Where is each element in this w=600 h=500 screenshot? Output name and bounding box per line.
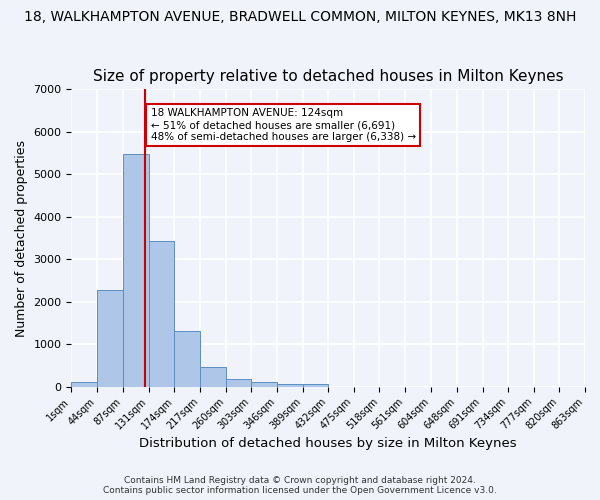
Bar — [226, 378, 251, 386]
Bar — [200, 367, 226, 386]
X-axis label: Distribution of detached houses by size in Milton Keynes: Distribution of detached houses by size … — [139, 437, 517, 450]
Bar — [97, 290, 122, 386]
Bar — [149, 240, 175, 386]
Bar — [71, 382, 97, 386]
Bar — [122, 154, 149, 386]
Bar — [302, 384, 328, 386]
Text: 18 WALKHAMPTON AVENUE: 124sqm
← 51% of detached houses are smaller (6,691)
48% o: 18 WALKHAMPTON AVENUE: 124sqm ← 51% of d… — [151, 108, 416, 142]
Bar — [251, 382, 277, 386]
Bar — [175, 331, 200, 386]
Title: Size of property relative to detached houses in Milton Keynes: Size of property relative to detached ho… — [93, 69, 563, 84]
Y-axis label: Number of detached properties: Number of detached properties — [15, 140, 28, 336]
Text: Contains HM Land Registry data © Crown copyright and database right 2024.
Contai: Contains HM Land Registry data © Crown c… — [103, 476, 497, 495]
Text: 18, WALKHAMPTON AVENUE, BRADWELL COMMON, MILTON KEYNES, MK13 8NH: 18, WALKHAMPTON AVENUE, BRADWELL COMMON,… — [24, 10, 576, 24]
Bar — [277, 384, 302, 386]
